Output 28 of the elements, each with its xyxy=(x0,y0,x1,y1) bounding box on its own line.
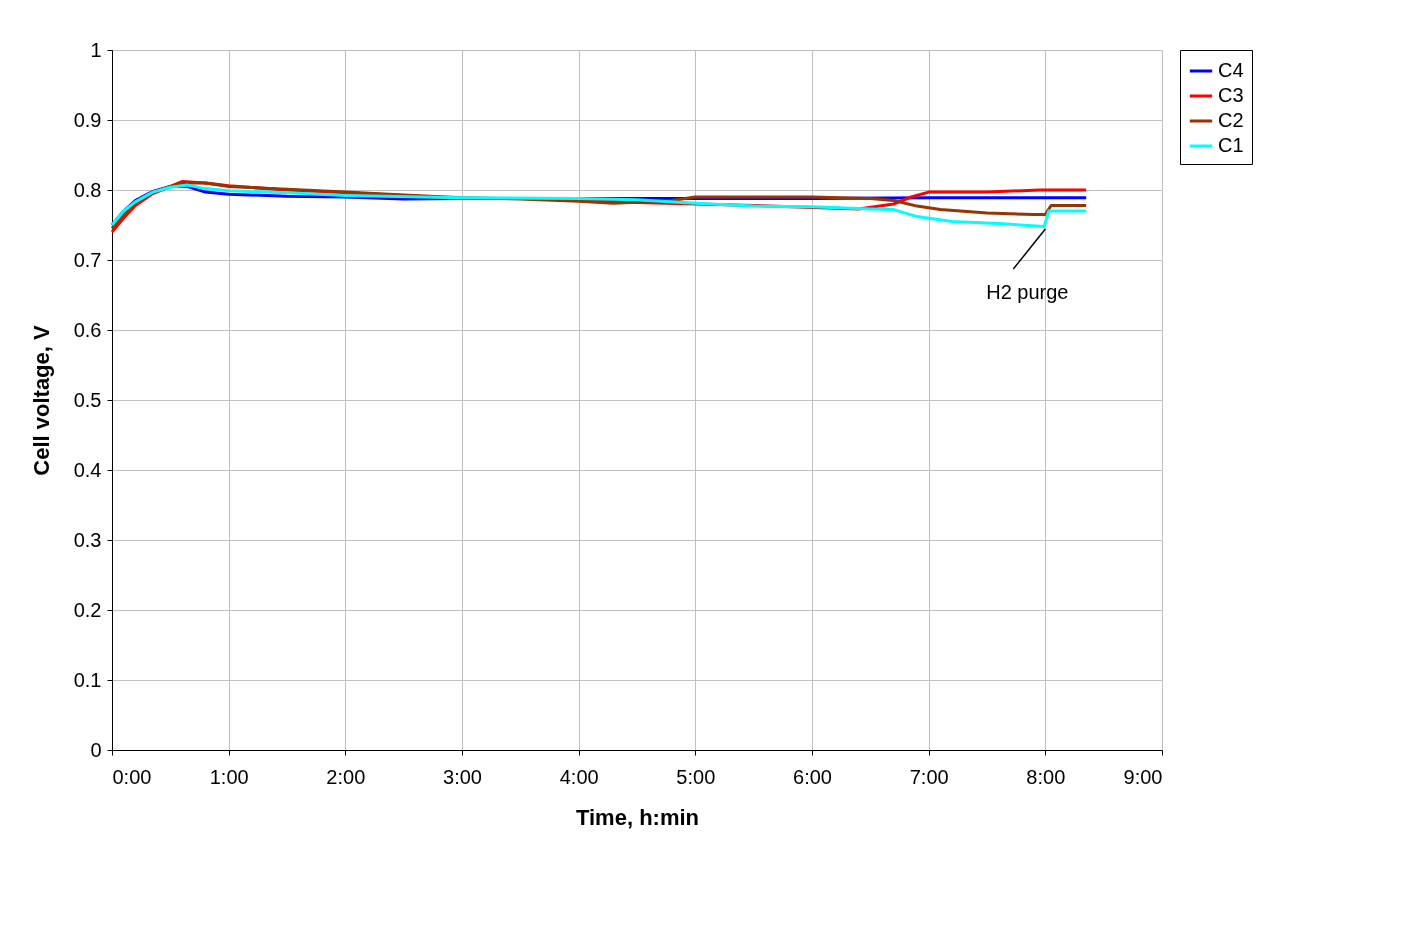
x-tick-label: 6:00 xyxy=(793,765,832,788)
annotation: H2 purge xyxy=(986,281,1069,303)
x-tick-label: 7:00 xyxy=(909,765,949,788)
x-tick-label: 8:00 xyxy=(1026,765,1066,788)
y-tick-label: 0.1 xyxy=(73,668,102,691)
x-tick-label: 1:00 xyxy=(209,765,249,788)
legend-label: C1 xyxy=(1218,134,1244,156)
y-tick-label: 0.6 xyxy=(73,318,102,341)
y-tick-label: 0.5 xyxy=(73,388,102,411)
y-tick-label: 0.4 xyxy=(73,458,102,481)
x-tick-label: 9:00 xyxy=(1123,765,1163,788)
y-axis-title: Cell voltage, V xyxy=(28,324,54,476)
x-tick-label: 3:00 xyxy=(443,765,482,788)
y-tick-label: 1 xyxy=(90,38,102,61)
x-tick-label: 0:00 xyxy=(112,765,152,788)
y-tick-label: 0.3 xyxy=(73,528,102,551)
y-tick-label: 0 xyxy=(90,738,102,761)
y-tick-label: 0.8 xyxy=(73,178,102,201)
x-axis-title: Time, h:min xyxy=(575,804,700,830)
x-tick-label: 2:00 xyxy=(326,765,366,788)
y-tick-label: 0.2 xyxy=(73,598,102,621)
x-tick-label: 4:00 xyxy=(559,765,599,788)
y-tick-label: 0.9 xyxy=(73,108,102,131)
y-tick-label: 0.7 xyxy=(73,248,102,271)
legend-label: C4 xyxy=(1218,59,1244,81)
x-tick-label: 5:00 xyxy=(676,765,716,788)
legend-label: C3 xyxy=(1218,84,1244,106)
legend-label: C2 xyxy=(1218,109,1244,131)
